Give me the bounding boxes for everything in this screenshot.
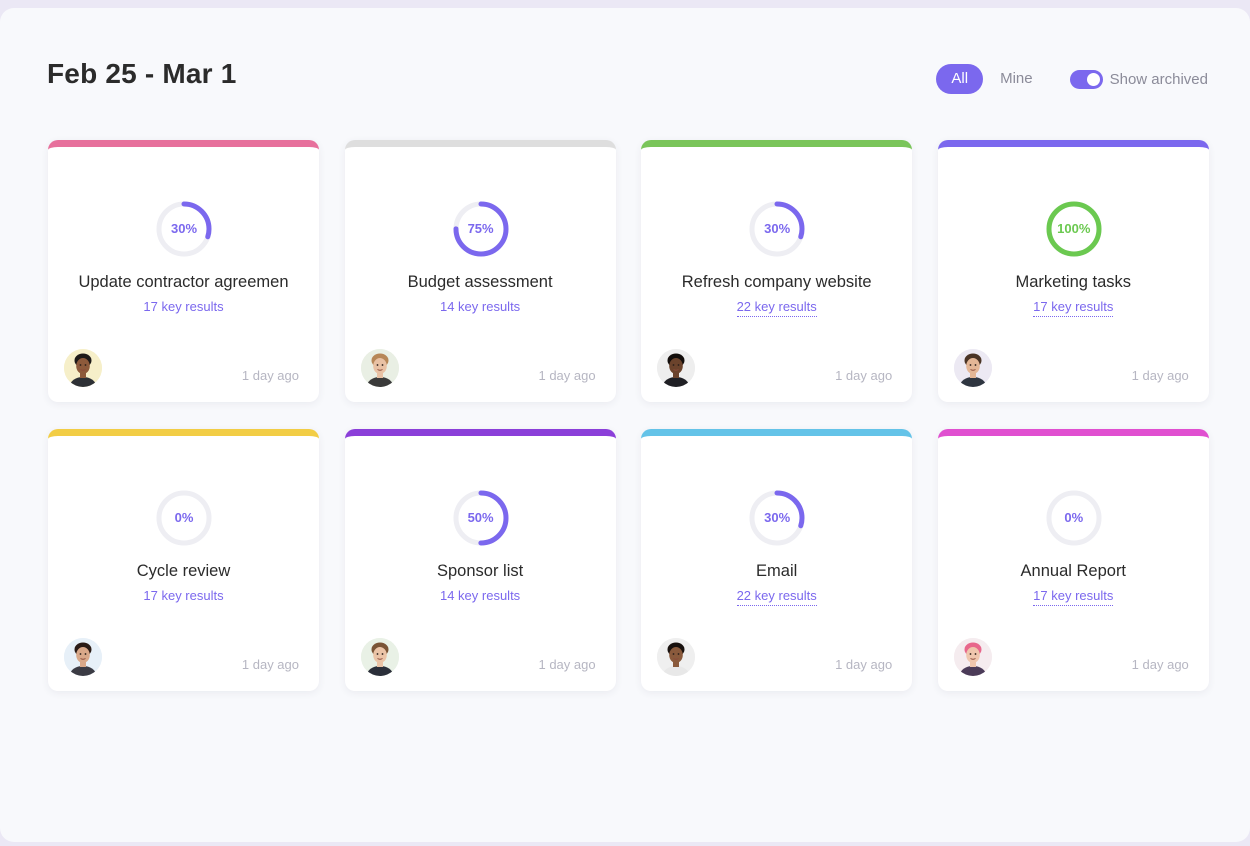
filter-all-button[interactable]: All (936, 64, 984, 94)
key-results-label[interactable]: 17 key results (143, 299, 224, 314)
goal-card[interactable]: 75% Budget assessment 14 key results 1 d… (344, 140, 616, 402)
key-results-count[interactable]: 17 key results (48, 299, 319, 314)
goal-title: Sponsor list (436, 562, 524, 580)
progress-ring: 100% (1044, 199, 1104, 259)
key-results-count[interactable]: 17 key results (938, 299, 1209, 317)
show-archived-toggle[interactable] (1069, 69, 1103, 89)
goal-card-grid: 30% Update contractor agreemen 17 key re… (48, 140, 1209, 691)
progress-ring: 30% (154, 199, 214, 259)
updated-time: 1 day ago (835, 368, 893, 383)
goal-card[interactable]: 100% Marketing tasks 17 key results 1 da… (937, 140, 1209, 402)
goal-card[interactable]: 30% Refresh company website 22 key resul… (641, 140, 913, 402)
updated-time: 1 day ago (835, 657, 893, 672)
progress-ring: 0% (1044, 488, 1104, 548)
goal-title: Refresh company website (681, 273, 872, 291)
key-results-label[interactable]: 17 key results (143, 588, 224, 603)
avatar[interactable] (953, 638, 992, 676)
avatar[interactable] (360, 349, 399, 387)
avatar[interactable] (64, 349, 102, 387)
filter-bar: All Mine Show archived (936, 64, 1208, 94)
show-archived-label: Show archived (1109, 70, 1208, 88)
goal-title: Email (756, 562, 798, 580)
date-range-title: Feb 25 - Mar 1 (47, 58, 237, 89)
updated-time: 1 day ago (538, 657, 596, 672)
progress-percent: 30% (764, 510, 791, 525)
progress-ring: 75% (451, 199, 511, 259)
key-results-count[interactable]: 14 key results (345, 588, 616, 603)
updated-time: 1 day ago (241, 657, 299, 672)
key-results-count[interactable]: 22 key results (641, 588, 912, 606)
progress-percent: 50% (467, 510, 494, 525)
goal-card[interactable]: 30% Email 22 key results 1 day ago (641, 429, 913, 691)
key-results-label[interactable]: 14 key results (439, 299, 521, 314)
key-results-label[interactable]: 22 key results (736, 299, 817, 317)
updated-time: 1 day ago (241, 368, 299, 383)
key-results-label[interactable]: 22 key results (736, 588, 817, 606)
key-results-count[interactable]: 22 key results (641, 299, 912, 317)
updated-time: 1 day ago (538, 368, 596, 383)
progress-percent: 100% (1057, 221, 1091, 236)
goal-card[interactable]: 30% Update contractor agreemen 17 key re… (48, 140, 319, 402)
avatar[interactable] (657, 349, 696, 387)
progress-percent: 30% (764, 221, 791, 236)
goal-title: Marketing tasks (1015, 273, 1132, 291)
avatar[interactable] (64, 638, 102, 676)
goal-title: Cycle review (136, 562, 231, 580)
show-archived-control[interactable]: Show archived (1069, 69, 1208, 89)
avatar[interactable] (953, 349, 992, 387)
goals-panel: Feb 25 - Mar 1 All Mine Show archived 30… (0, 8, 1250, 842)
avatar[interactable] (657, 638, 696, 676)
progress-percent: 0% (1064, 510, 1084, 525)
key-results-label[interactable]: 17 key results (1033, 588, 1114, 606)
progress-percent: 0% (174, 510, 194, 525)
goal-card[interactable]: 0% Annual Report 17 key results 1 day ag… (937, 429, 1209, 691)
goal-title: Budget assessment (407, 273, 553, 291)
key-results-label[interactable]: 14 key results (439, 588, 521, 603)
updated-time: 1 day ago (1131, 657, 1189, 672)
goal-title: Update contractor agreemen (78, 273, 289, 291)
avatar[interactable] (360, 638, 399, 676)
key-results-label[interactable]: 17 key results (1033, 299, 1114, 317)
goal-title: Annual Report (1020, 562, 1127, 580)
progress-percent: 30% (170, 221, 198, 236)
key-results-count[interactable]: 17 key results (938, 588, 1209, 606)
progress-ring: 0% (154, 488, 214, 548)
goal-card[interactable]: 50% Sponsor list 14 key results 1 day ag… (344, 429, 616, 691)
progress-ring: 30% (747, 199, 807, 259)
key-results-count[interactable]: 14 key results (345, 299, 616, 314)
progress-percent: 75% (467, 221, 494, 236)
goal-card[interactable]: 0% Cycle review 17 key results 1 day ago (48, 429, 319, 691)
key-results-count[interactable]: 17 key results (48, 588, 319, 603)
progress-ring: 30% (747, 488, 807, 548)
progress-ring: 50% (451, 488, 511, 548)
updated-time: 1 day ago (1131, 368, 1189, 383)
filter-mine-button[interactable]: Mine (1000, 70, 1033, 87)
